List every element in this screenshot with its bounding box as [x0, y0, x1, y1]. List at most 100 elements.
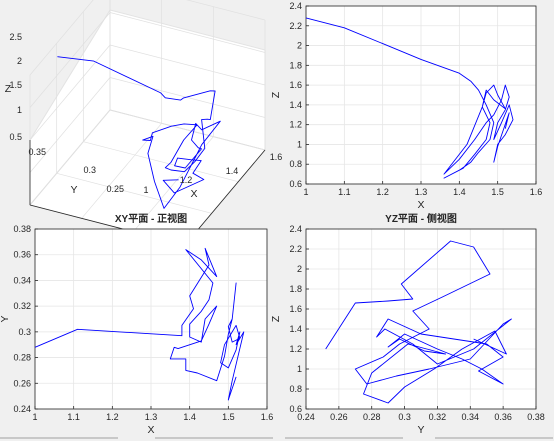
plot-3d-floor-gridline — [56, 172, 212, 214]
pxy-x-tick-label: 1.3 — [145, 412, 158, 422]
pxz-y-tick-label: 0.8 — [289, 159, 302, 169]
plot-3d-y-axis-label: Y — [70, 184, 77, 196]
plot-3d-y-tick: 0.25 — [106, 184, 124, 194]
pxy-x-tick-label: 1.2 — [106, 412, 119, 422]
pxy-y-tick-label: 0.24 — [13, 404, 31, 414]
pxy-x-tick-label: 1 — [32, 412, 37, 422]
pyz-x-tick-label: 0.28 — [363, 412, 381, 422]
plot-3d-x-tick: 1 — [143, 185, 148, 195]
pxy-y-axis-label: Y — [0, 315, 11, 322]
pxz-data-line — [305, 17, 514, 179]
pyz-x-tick-label: 0.34 — [462, 412, 480, 422]
pxy-axes-box — [34, 228, 268, 410]
pyz-title: YZ平面 - 侧视图 — [385, 212, 457, 225]
pxz-y-tick-label: 1.2 — [289, 120, 302, 130]
pxy-y-tick-label: 0.26 — [13, 378, 31, 388]
pxy-y-tick-label: 0.28 — [13, 353, 31, 363]
pxy-x-tick-label: 1.1 — [67, 412, 80, 422]
plot-3d-grid — [29, 0, 266, 246]
pxy-y-tick-label: 0.3 — [18, 327, 31, 337]
plot-3d-z-tick: 2.5 — [9, 32, 22, 42]
plot-3d-z-tick: 1 — [17, 105, 22, 115]
pxz-x-tick-label: 1.6 — [530, 187, 543, 197]
plot-3d-wall-gridline — [109, 77, 266, 118]
plot-3d-wall-gridline — [29, 44, 111, 141]
pxy-y-tick-label: 0.36 — [13, 250, 31, 260]
pxy-y-tick-label: 0.32 — [13, 301, 31, 311]
pxz-y-tick-label: 1.8 — [289, 60, 302, 70]
pxy-title: XY平面 - 正视图 — [115, 212, 187, 225]
pxy-y-tick-label: 0.34 — [13, 275, 31, 285]
plot-xy-front-view[interactable]: 1 1.1 1.2 1.3 1.4 1.5 1.6 0.24 0.26 0.28 0.3 0.32 0.… — [0, 212, 273, 436]
pxz-y-tick-label: 2.4 — [289, 1, 302, 11]
pxy-data-line — [34, 247, 245, 401]
plot-3d-wall-gridline — [29, 12, 111, 108]
pyz-x-tick-label: 0.3 — [398, 412, 411, 422]
plot-3d-wall-gridline — [186, 0, 266, 21]
pxy-x-tick-label: 1.5 — [222, 412, 235, 422]
bottom-scroll-strip — [0, 434, 554, 441]
pyz-y-tick-label: 1.6 — [289, 304, 302, 314]
pyz-y-tick-label: 2.4 — [289, 224, 302, 234]
pyz-plot-area — [306, 229, 536, 409]
pyz-y-axis-label: Z — [270, 315, 282, 322]
plot-3d-floor-gridline — [83, 141, 239, 183]
pyz-y-tick-label: 1.8 — [289, 284, 302, 294]
pyz-x-tick-label: 0.38 — [527, 412, 545, 422]
plot-3d[interactable]: 2.5 2 1.5 1 0.5 Z 0.35 0.3 0.25 Y 1 1.2 … — [5, 0, 283, 246]
plot-3d-y-tick: 0.3 — [83, 165, 96, 175]
plot-3d-wall-gridline — [29, 0, 94, 76]
pyz-y-tick-label: 1.4 — [289, 324, 302, 334]
pxz-y-tick-label: 2.2 — [289, 21, 302, 31]
plot-3d-z-tick: 0.5 — [9, 132, 22, 142]
pyz-x-tick-label: 0.32 — [429, 412, 447, 422]
pyz-y-tick-label: 1.2 — [289, 344, 302, 354]
plot-yz-side-view[interactable]: 0.24 0.26 0.28 0.3 0.32 0.34 0.36 0.38 0.6 0.8 1 1.… — [270, 212, 545, 436]
pyz-y-tick-label: 2 — [297, 264, 302, 274]
pxy-y-tick-label: 0.38 — [13, 224, 31, 234]
pxz-x-tick-label: 1.2 — [376, 187, 389, 197]
pxz-x-tick-label: 1.3 — [415, 187, 428, 197]
pxz-y-tick-label: 1.6 — [289, 80, 302, 90]
pyz-x-tick-label: 0.26 — [330, 412, 348, 422]
plot-3d-wall-gridline — [109, 109, 266, 151]
pxz-y-tick-label: 1.4 — [289, 100, 302, 110]
plot-3d-z-tick: 1.5 — [9, 80, 22, 90]
pxz-x-tick-label: 1 — [303, 187, 308, 197]
pxz-y-tick-label: 1 — [297, 139, 302, 149]
pxz-x-tick-label: 1.4 — [453, 187, 466, 197]
strip-segment — [285, 437, 403, 439]
pyz-y-tick-label: 0.8 — [289, 384, 302, 394]
strip-segment — [435, 437, 553, 439]
plot-3d-wall-gridline — [29, 109, 111, 206]
plot-3d-x-tick: 1.6 — [270, 152, 283, 162]
pxz-x-axis-label: X — [417, 199, 424, 211]
plot-3d-z-axis-label: Z — [5, 83, 12, 95]
pyz-x-tick-label: 0.24 — [297, 412, 315, 422]
strip-segment — [0, 437, 118, 439]
pyz-data-line — [325, 240, 512, 404]
plot-xz[interactable]: 1 1.1 1.2 1.3 1.4 1.5 1.6 0.6 0.8 1 1.2 1.4 1.6 1.8 2 2… — [270, 1, 542, 211]
pyz-x-axis-label: Y — [417, 424, 424, 436]
pxz-y-tick-label: 0.6 — [289, 179, 302, 189]
pxz-y-tick-label: 2 — [297, 41, 302, 51]
plot-3d-data-line — [57, 56, 221, 209]
plot-3d-x-tick: 1.4 — [226, 166, 239, 176]
pxy-x-tick-label: 1.4 — [183, 412, 196, 422]
pxy-x-tick-label: 1.6 — [261, 412, 274, 422]
pxz-y-axis-label: Z — [270, 91, 282, 98]
pyz-y-tick-label: 1 — [297, 364, 302, 374]
strip-segment — [155, 437, 273, 439]
plot-3d-wall-gridline — [109, 44, 266, 86]
pyz-x-tick-label: 0.36 — [494, 412, 512, 422]
plot-3d-wall-gridline — [29, 77, 111, 173]
pxz-axes-box — [305, 5, 537, 185]
plot-3d-trajectory — [57, 56, 221, 209]
pxy-x-axis-label: X — [147, 424, 154, 436]
plot-3d-x-tick: 1.2 — [180, 175, 193, 185]
plot-3d-wall-gridline — [109, 12, 266, 53]
pyz-y-tick-label: 2.2 — [289, 244, 302, 254]
pxz-x-tick-label: 1.1 — [338, 187, 351, 197]
pyz-axes-box — [305, 228, 537, 410]
